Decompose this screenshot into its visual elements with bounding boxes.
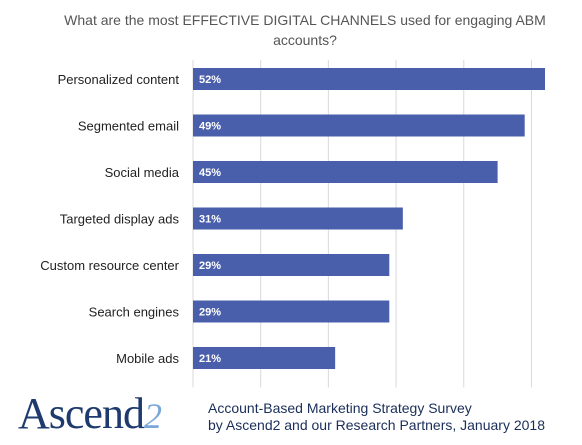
value-label: 29% — [199, 260, 221, 272]
bar — [193, 207, 403, 230]
value-label: 21% — [199, 353, 221, 365]
source-footnote: Account-Based Marketing Strategy Survey … — [208, 400, 578, 434]
bars: 52% 49% 45% 31% 29% 29% 21% — [193, 68, 545, 369]
value-label: 29% — [199, 307, 221, 319]
bar — [193, 300, 390, 323]
logo-mark: 2 — [143, 396, 162, 436]
bar — [193, 114, 525, 137]
bar — [193, 254, 390, 276]
bar — [193, 68, 545, 90]
ascend2-logo: Ascend2 — [18, 389, 162, 438]
value-label: 31% — [199, 214, 221, 226]
category-labels: Personalized content Segmented email Socia… — [40, 72, 179, 366]
value-label: 45% — [199, 167, 221, 179]
category-label: Targeted display ads — [60, 212, 180, 227]
category-label: Personalized content — [58, 72, 180, 87]
category-label: Custom resource center — [40, 258, 179, 273]
value-label: 52% — [199, 74, 221, 86]
category-label: Social media — [105, 165, 180, 180]
category-label: Segmented email — [78, 119, 179, 134]
bar-chart: 52% 49% 45% 31% 29% 29% 21% Personalized conte… — [40, 60, 545, 388]
logo-wordmark: Ascend — [18, 389, 145, 438]
footnote-line-1: Account-Based Marketing Strategy Survey — [208, 400, 472, 416]
value-label: 49% — [199, 121, 221, 133]
chart-title: What are the most EFFECTIVE DIGITAL CHAN… — [64, 12, 546, 48]
footnote-line-2: by Ascend2 and our Research Partners, Ja… — [208, 417, 545, 433]
category-label: Mobile ads — [116, 351, 179, 366]
bar — [193, 161, 498, 183]
category-label: Search engines — [89, 305, 180, 320]
bar — [193, 347, 336, 369]
